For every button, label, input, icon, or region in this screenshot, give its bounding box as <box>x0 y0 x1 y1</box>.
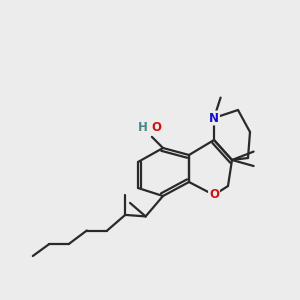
Text: H: H <box>138 122 148 134</box>
Text: N: N <box>209 112 219 124</box>
Text: O: O <box>209 188 219 202</box>
Text: O: O <box>151 122 161 134</box>
